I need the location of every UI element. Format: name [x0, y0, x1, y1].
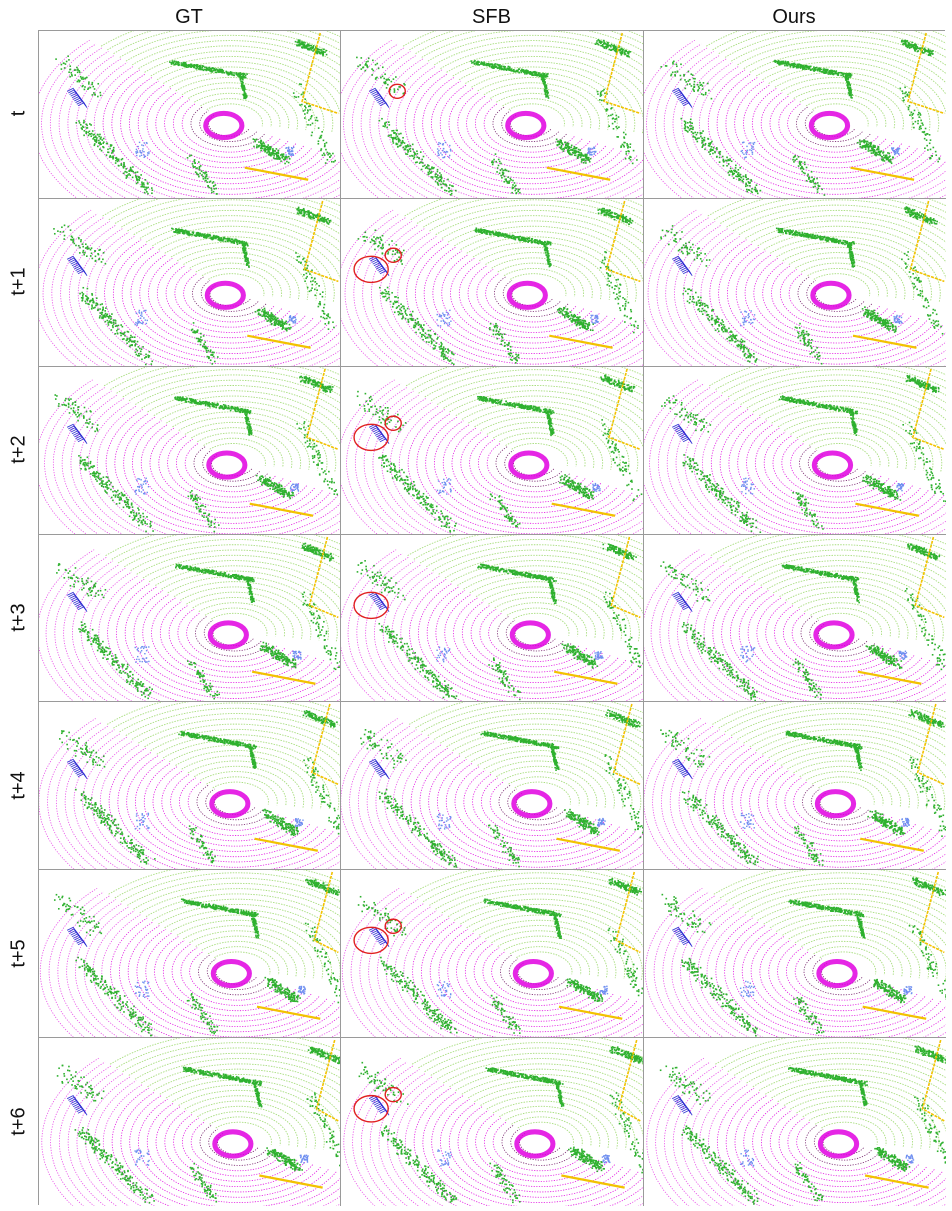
- point-cloud-image: [643, 702, 946, 870]
- scan-panel-sfb-t: [341, 31, 644, 199]
- scan-panel-gt-tplus4: [39, 702, 342, 871]
- column-header-sfb: SFB: [340, 4, 643, 30]
- point-cloud-image: [643, 534, 946, 702]
- scan-panel-gt-t: [39, 31, 342, 199]
- point-cloud-image: [342, 870, 643, 1038]
- highlight-circle: [353, 926, 390, 955]
- highlight-circle: [384, 415, 403, 431]
- scan-panel-gt-tplus3: [39, 534, 342, 703]
- scan-panel-ours-tplus6: [643, 1038, 946, 1206]
- point-cloud-image: [646, 1038, 946, 1206]
- scan-panel-ours-t: [643, 31, 946, 199]
- point-cloud-image: [341, 534, 643, 702]
- point-cloud-image: [39, 534, 341, 702]
- point-cloud-image: [341, 702, 643, 870]
- point-cloud-image: [39, 31, 341, 198]
- highlight-circle: [384, 247, 403, 263]
- scan-panel-ours-tplus4: [643, 702, 946, 871]
- scan-panel-gt-tplus1: [39, 198, 342, 367]
- point-cloud-image: [41, 1038, 341, 1206]
- point-cloud-image: [341, 198, 643, 366]
- column-header-ours: Ours: [643, 4, 945, 30]
- highlight-circle: [353, 255, 390, 283]
- point-cloud-image: [341, 31, 643, 198]
- point-cloud-image: [643, 366, 946, 534]
- row-label-tplus5: t+5: [0, 869, 38, 1037]
- highlight-circle: [353, 423, 390, 451]
- scan-panel-sfb-tplus6: [341, 1038, 644, 1206]
- scan-panel-sfb-tplus4: [341, 702, 644, 871]
- scan-panel-ours-tplus1: [643, 198, 946, 367]
- scan-panel-gt-tplus6: [39, 1038, 342, 1206]
- row-label-tplus4: t+4: [0, 701, 38, 869]
- point-cloud-image: [39, 366, 341, 534]
- scan-panel-gt-tplus2: [39, 366, 342, 535]
- row-label-tplus3: t+3: [0, 534, 38, 702]
- row-label-tplus2: t+2: [0, 366, 38, 534]
- point-cloud-image: [39, 702, 341, 870]
- highlight-circle: [353, 1095, 390, 1123]
- scan-panel-ours-tplus3: [643, 534, 946, 703]
- highlight-circle: [353, 591, 390, 619]
- point-cloud-image: [644, 870, 946, 1038]
- point-cloud-image: [643, 31, 946, 198]
- highlight-circle: [388, 83, 407, 100]
- scan-panel-ours-tplus2: [643, 366, 946, 535]
- point-cloud-image: [643, 198, 946, 366]
- column-header-gt: GT: [38, 4, 340, 30]
- point-cloud-image: [341, 366, 643, 534]
- scan-panel-sfb-tplus5: [341, 870, 644, 1039]
- scan-panel-sfb-tplus2: [341, 366, 644, 535]
- row-label-tplus1: t+1: [0, 198, 38, 366]
- highlight-circle: [384, 918, 403, 935]
- comparison-grid: [38, 30, 946, 1206]
- point-cloud-image: [39, 870, 341, 1038]
- highlight-circle: [384, 1086, 403, 1103]
- scan-panel-sfb-tplus1: [341, 198, 644, 367]
- row-label-tplus6: t+6: [0, 1037, 38, 1205]
- scan-panel-ours-tplus5: [643, 870, 946, 1039]
- point-cloud-image: [343, 1038, 643, 1206]
- scan-panel-gt-tplus5: [39, 870, 342, 1039]
- row-label-t: t: [0, 30, 38, 198]
- scan-panel-sfb-tplus3: [341, 534, 644, 703]
- point-cloud-image: [39, 198, 341, 366]
